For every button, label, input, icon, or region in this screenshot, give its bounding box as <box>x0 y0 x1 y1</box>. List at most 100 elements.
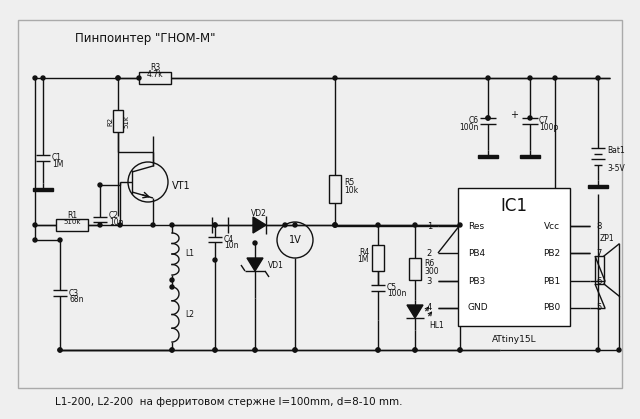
Text: PB3: PB3 <box>468 277 485 285</box>
Text: 1: 1 <box>427 222 432 230</box>
Bar <box>139 72 171 84</box>
Text: IC1: IC1 <box>500 197 527 215</box>
Text: 2: 2 <box>427 248 432 258</box>
Text: 1M: 1M <box>52 160 63 168</box>
Text: VD1: VD1 <box>268 261 284 269</box>
Circle shape <box>293 223 297 227</box>
Text: ATtiny15L: ATtiny15L <box>492 334 536 344</box>
Bar <box>409 258 421 280</box>
Circle shape <box>458 348 462 352</box>
Circle shape <box>213 223 217 227</box>
Circle shape <box>293 348 297 352</box>
Text: C1: C1 <box>52 153 62 161</box>
Circle shape <box>58 348 62 352</box>
Circle shape <box>458 348 462 352</box>
Circle shape <box>253 348 257 352</box>
Polygon shape <box>253 217 266 225</box>
Text: PB1: PB1 <box>543 277 560 285</box>
Circle shape <box>413 348 417 352</box>
Circle shape <box>333 223 337 227</box>
Circle shape <box>33 223 37 227</box>
Text: 510k: 510k <box>63 219 81 225</box>
Text: 1V: 1V <box>289 235 301 245</box>
Text: Пинпоинтер "ГНОМ-М": Пинпоинтер "ГНОМ-М" <box>75 31 216 44</box>
Circle shape <box>170 223 174 227</box>
Circle shape <box>596 348 600 352</box>
Circle shape <box>170 348 174 352</box>
Circle shape <box>213 223 217 227</box>
Text: 3-5V: 3-5V <box>607 163 625 173</box>
Text: 5: 5 <box>596 303 601 313</box>
Text: R1: R1 <box>67 210 77 220</box>
Text: 100p: 100p <box>539 122 558 132</box>
Circle shape <box>253 348 257 352</box>
Text: PB0: PB0 <box>543 303 560 313</box>
Text: 10k: 10k <box>344 186 358 194</box>
Text: Vcc: Vcc <box>544 222 560 230</box>
Circle shape <box>333 223 337 227</box>
Polygon shape <box>588 185 608 188</box>
Circle shape <box>486 116 490 120</box>
Text: GND: GND <box>468 303 488 313</box>
Bar <box>372 245 384 271</box>
Text: 10n: 10n <box>224 241 239 249</box>
Polygon shape <box>520 155 540 158</box>
Text: PB4: PB4 <box>468 248 485 258</box>
Circle shape <box>376 223 380 227</box>
Circle shape <box>333 76 337 80</box>
Text: R6: R6 <box>424 259 435 267</box>
Bar <box>18 20 622 388</box>
Circle shape <box>596 76 600 80</box>
Text: HL1: HL1 <box>429 321 444 329</box>
Text: C7: C7 <box>539 116 549 124</box>
Circle shape <box>617 348 621 352</box>
Text: L1: L1 <box>185 249 194 259</box>
Text: C2: C2 <box>109 210 119 220</box>
Text: 51k: 51k <box>123 114 129 127</box>
Bar <box>329 175 341 203</box>
Polygon shape <box>253 225 266 233</box>
Text: 300: 300 <box>424 266 438 276</box>
Text: VT1: VT1 <box>172 181 191 191</box>
Circle shape <box>58 348 62 352</box>
Polygon shape <box>33 188 53 191</box>
Text: Res: Res <box>468 222 484 230</box>
Circle shape <box>151 223 155 227</box>
Text: L2: L2 <box>185 310 194 319</box>
Circle shape <box>376 348 380 352</box>
Circle shape <box>33 238 37 242</box>
Text: L1-200, L2-200  на ферритовом стержне l=100mm, d=8-10 mm.: L1-200, L2-200 на ферритовом стержне l=1… <box>55 397 403 407</box>
Circle shape <box>213 258 217 262</box>
Circle shape <box>333 223 337 227</box>
Text: +: + <box>510 110 518 120</box>
Text: C5: C5 <box>387 282 397 292</box>
Text: 8: 8 <box>596 222 602 230</box>
Circle shape <box>486 116 490 120</box>
Circle shape <box>170 278 174 282</box>
Text: C6: C6 <box>469 116 479 124</box>
Polygon shape <box>407 305 423 318</box>
Text: 6: 6 <box>596 277 602 285</box>
Text: R2: R2 <box>107 116 113 126</box>
Circle shape <box>528 116 532 120</box>
Bar <box>595 256 604 284</box>
Circle shape <box>98 183 102 187</box>
Text: R5: R5 <box>344 178 355 186</box>
Text: 4.7k: 4.7k <box>147 70 163 78</box>
Circle shape <box>213 348 217 352</box>
Circle shape <box>413 223 417 227</box>
Text: 100n: 100n <box>387 290 406 298</box>
Circle shape <box>293 348 297 352</box>
Circle shape <box>486 76 490 80</box>
Circle shape <box>116 76 120 80</box>
Circle shape <box>553 76 557 80</box>
Text: 3: 3 <box>427 277 432 285</box>
Text: Bat1: Bat1 <box>607 145 625 155</box>
Circle shape <box>41 76 45 80</box>
Bar <box>458 188 570 326</box>
Circle shape <box>283 223 287 227</box>
Polygon shape <box>247 258 263 271</box>
Text: C4: C4 <box>224 235 234 243</box>
Circle shape <box>413 348 417 352</box>
Circle shape <box>170 285 174 289</box>
